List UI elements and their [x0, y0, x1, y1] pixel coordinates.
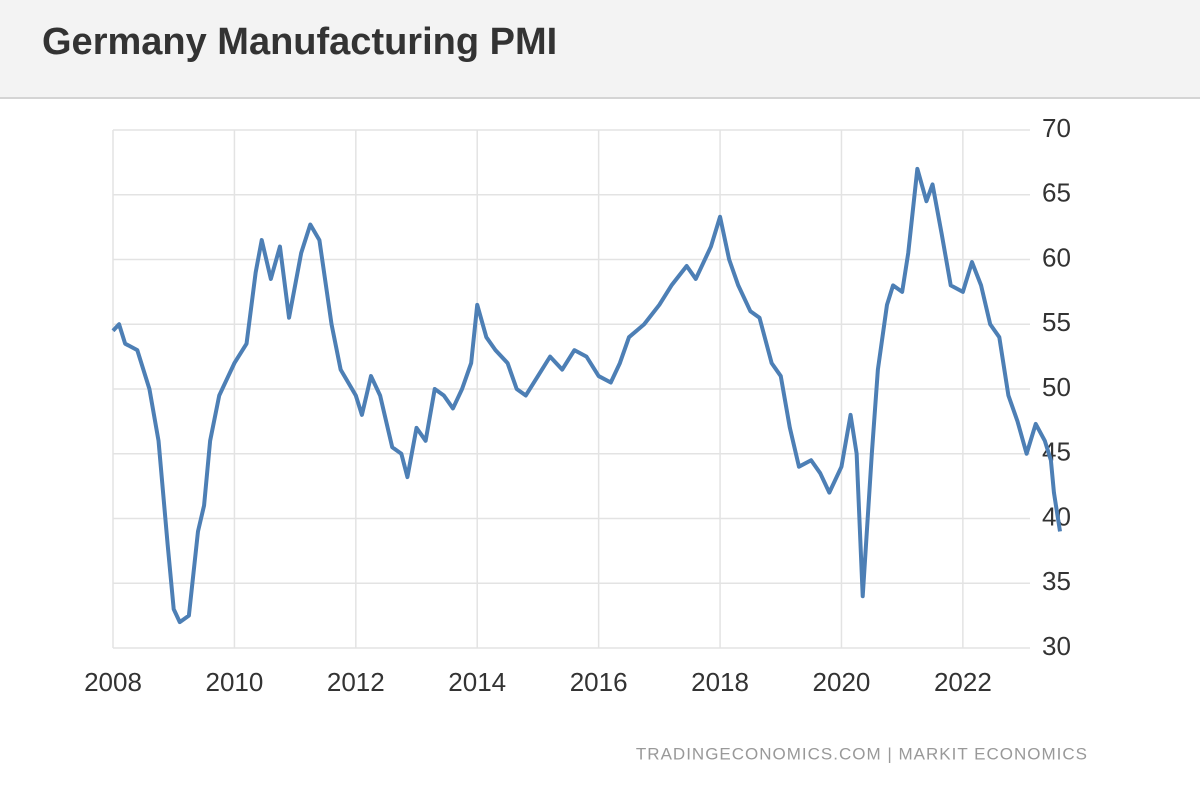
x-tick-label: 2016	[570, 667, 628, 697]
y-tick-label: 65	[1042, 178, 1071, 208]
y-tick-label: 35	[1042, 566, 1071, 596]
x-tick-label: 2014	[448, 667, 506, 697]
y-tick-label: 30	[1042, 631, 1071, 661]
source: TRADINGECONOMICS.COM | MARKIT ECONOMICS	[636, 744, 1088, 763]
chart-title: Germany Manufacturing PMI	[42, 21, 557, 63]
x-tick-label: 2018	[691, 667, 749, 697]
y-tick-label: 70	[1042, 113, 1071, 143]
x-tick-label: 2010	[205, 667, 263, 697]
header	[0, 0, 1200, 98]
y-tick-label: 50	[1042, 372, 1071, 402]
x-tick-label: 2022	[934, 667, 992, 697]
line	[111, 166, 1062, 625]
x-tick-label: 2008	[84, 667, 142, 697]
y-tick-label: 55	[1042, 307, 1071, 337]
y-tick-label: 60	[1042, 242, 1071, 272]
x-tick-label: 2012	[327, 667, 385, 697]
x-tick-label: 2020	[813, 667, 871, 697]
